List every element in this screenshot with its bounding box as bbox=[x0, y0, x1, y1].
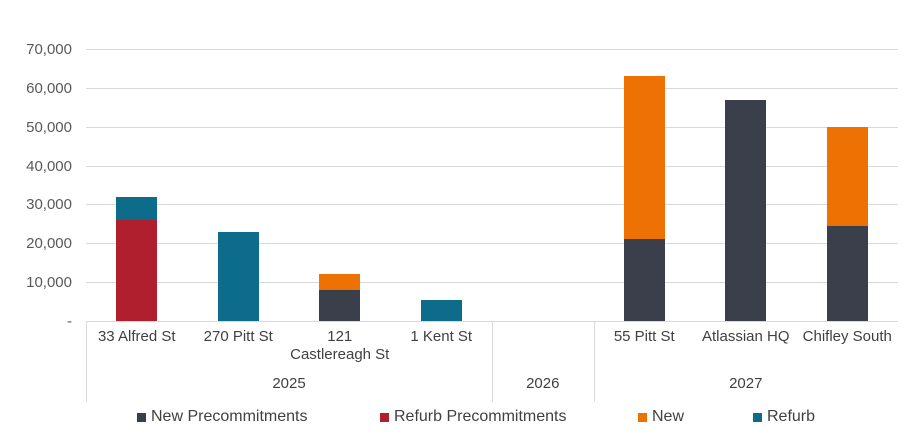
bar-segment bbox=[623, 76, 665, 240]
year-label: 2025 bbox=[272, 375, 306, 392]
legend-item: Refurb Precommitments bbox=[380, 409, 567, 425]
legend-label: New Precommitments bbox=[151, 408, 308, 425]
year-band-divider bbox=[86, 321, 87, 402]
gridline bbox=[86, 204, 898, 206]
bar-segment bbox=[623, 239, 665, 321]
y-axis-tick-label: 30,000 bbox=[26, 196, 72, 214]
category-label: 270 Pitt St bbox=[203, 328, 273, 345]
y-axis-tick-label: 70,000 bbox=[26, 41, 72, 58]
category-label: 1 Kent St bbox=[410, 328, 473, 345]
gridline bbox=[86, 126, 898, 128]
y-axis-tick-label: 60,000 bbox=[26, 79, 72, 97]
bar-segment bbox=[116, 196, 158, 220]
gridline bbox=[86, 282, 898, 284]
bar-segment bbox=[725, 99, 767, 321]
y-axis-tick-label: 20,000 bbox=[26, 235, 72, 253]
bar-segment bbox=[826, 225, 868, 321]
gridline bbox=[86, 243, 898, 245]
legend-marker bbox=[753, 412, 762, 422]
category-label: Atlassian HQ bbox=[701, 328, 790, 345]
category-label: Chifley South bbox=[802, 328, 892, 345]
bar-segment bbox=[116, 219, 158, 321]
legend-marker bbox=[638, 412, 647, 422]
legend-marker bbox=[380, 412, 389, 422]
y-axis-tick-label: - bbox=[67, 313, 72, 330]
bar-segment bbox=[319, 289, 361, 321]
category-label: 55 Pitt St bbox=[613, 328, 675, 345]
y-axis-tick-label: 50,000 bbox=[26, 118, 72, 136]
legend-label: New bbox=[652, 408, 685, 425]
year-band-divider bbox=[593, 321, 595, 402]
legend-marker bbox=[137, 412, 146, 422]
y-axis-tick-label: 10,000 bbox=[26, 274, 72, 292]
legend-label: Refurb Precommitments bbox=[394, 408, 567, 425]
legend-item: New bbox=[638, 409, 684, 425]
gridline bbox=[86, 49, 898, 50]
year-band-divider bbox=[492, 321, 493, 402]
gridline bbox=[86, 165, 898, 167]
gridline bbox=[86, 87, 898, 89]
legend-item: Refurb bbox=[753, 409, 815, 425]
year-label: 2027 bbox=[729, 375, 763, 392]
category-label: 121 Castlereagh St bbox=[290, 328, 390, 363]
bar-segment bbox=[420, 299, 462, 321]
legend-item: New Precommitments bbox=[137, 409, 307, 425]
y-axis-tick-label: 40,000 bbox=[26, 157, 72, 175]
legend-label: Refurb bbox=[767, 408, 816, 425]
bar-segment bbox=[319, 274, 361, 290]
year-label: 2026 bbox=[526, 375, 560, 392]
bar-segment bbox=[826, 126, 868, 226]
category-label: 33 Alfred St bbox=[97, 328, 176, 345]
bar-segment bbox=[217, 231, 259, 321]
